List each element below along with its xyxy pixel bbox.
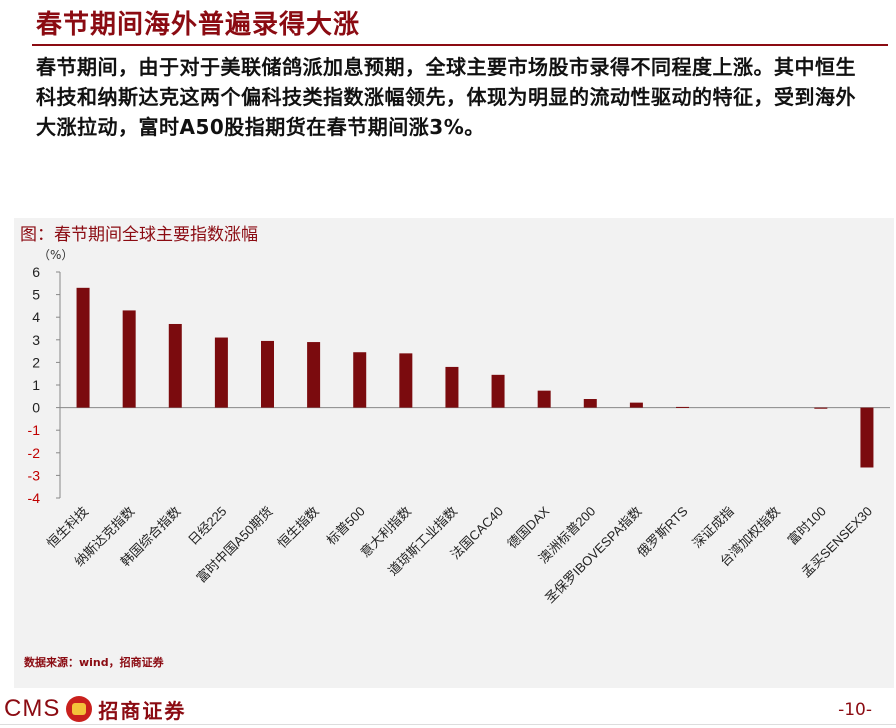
bar-5 <box>307 342 321 408</box>
bar-10 <box>537 390 551 408</box>
x-tick-label: 俄罗斯RTS <box>634 503 691 560</box>
page-title: 春节期间海外普遍录得大涨 <box>36 10 361 40</box>
y-tick-label: 4 <box>32 309 40 325</box>
brand-logo: CMS 招商证券 <box>4 692 186 726</box>
x-tick-label: 恒生指数 <box>274 504 321 551</box>
y-tick-label: -4 <box>28 490 41 506</box>
bar-4 <box>261 340 274 408</box>
title-divider <box>32 44 888 46</box>
y-tick-label: 5 <box>32 287 40 303</box>
x-tick-label: 恒生科技 <box>44 504 91 551</box>
x-tick-label: 标普500 <box>324 504 368 548</box>
y-tick-label: -3 <box>28 467 41 483</box>
footer-divider <box>0 724 896 725</box>
bar-6 <box>353 352 367 408</box>
brand-name-text: 招商证券 <box>98 698 187 723</box>
bar-16 <box>814 407 828 409</box>
chart-panel <box>14 218 894 688</box>
bar-11 <box>583 399 597 408</box>
x-tick-label: 富时100 <box>785 504 829 548</box>
bar-9 <box>491 374 505 408</box>
bar-7 <box>399 353 413 408</box>
chart-caption: 图：春节期间全球主要指数涨幅 <box>20 225 258 245</box>
bar-2 <box>168 323 182 408</box>
x-tick-label: 德国DAX <box>504 503 552 551</box>
y-tick-label: 0 <box>32 400 40 416</box>
y-tick-label: -2 <box>28 445 41 461</box>
y-tick-label: 2 <box>32 354 40 370</box>
x-tick-label: 日经225 <box>185 504 229 548</box>
bar-17 <box>860 407 874 468</box>
bar-13 <box>676 406 689 408</box>
y-tick-label: 3 <box>32 332 40 348</box>
y-tick-label: 6 <box>32 264 40 280</box>
bar-12 <box>629 402 643 408</box>
chart-unit-label: （%） <box>38 248 74 262</box>
bar-1 <box>122 310 136 408</box>
bar-0 <box>76 287 90 408</box>
y-tick-label: 1 <box>32 377 40 393</box>
bar-3 <box>214 337 228 408</box>
x-tick-label: 深证成指 <box>689 504 736 551</box>
page-number: -10- <box>838 700 872 720</box>
brand-latin-text: CMS <box>4 695 61 722</box>
brand-emblem-icon <box>66 696 93 722</box>
summary-paragraph: 春节期间，由于对于美联储鸽派加息预期，全球主要市场股市录得不同程度上涨。其中恒生… <box>36 55 856 139</box>
bar-8 <box>445 366 459 408</box>
data-source-note: 数据来源：wind，招商证券 <box>24 656 164 669</box>
y-tick-label: -1 <box>28 422 41 438</box>
